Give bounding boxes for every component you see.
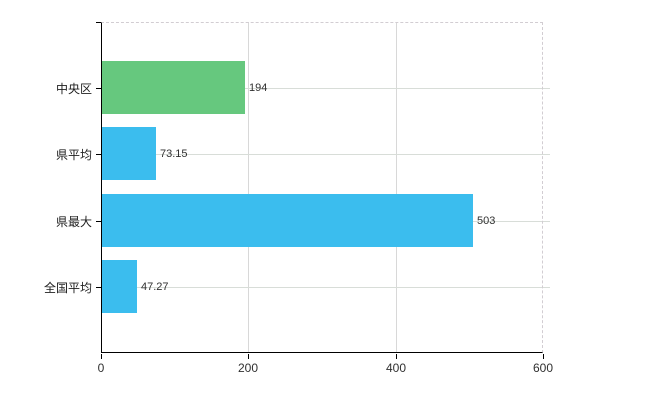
category-label: 県平均 [55,148,92,162]
bar [102,194,473,247]
x-tick-label: 400 [385,361,407,375]
x-tick-label: 0 [97,361,105,375]
bar-value-label: 47.27 [141,280,169,293]
y-axis-tick [96,154,101,155]
gridline-horizontal [101,88,550,89]
bar [102,127,156,180]
x-axis-tick [101,354,102,359]
y-axis-top-tick [96,22,101,23]
x-axis-tick [543,354,544,359]
x-tick-label: 200 [237,361,259,375]
bar-value-label: 194 [249,81,268,94]
gridline-vertical [396,22,397,353]
bar [102,260,137,313]
plot-area [101,22,543,353]
category-label: 県最大 [55,215,92,229]
category-label: 中央区 [55,82,92,96]
category-label: 全国平均 [43,281,92,295]
x-axis-tick [396,354,397,359]
bar [102,61,245,114]
bar-value-label: 503 [477,214,496,227]
y-axis-tick [96,221,101,222]
bar-value-label: 73.15 [160,147,188,160]
x-axis-tick [248,354,249,359]
gridline-horizontal [101,287,550,288]
y-axis-tick [96,88,101,89]
x-tick-label: 600 [532,361,554,375]
y-axis-tick [96,287,101,288]
gridline-vertical [248,22,249,353]
gridline-horizontal [101,154,550,155]
